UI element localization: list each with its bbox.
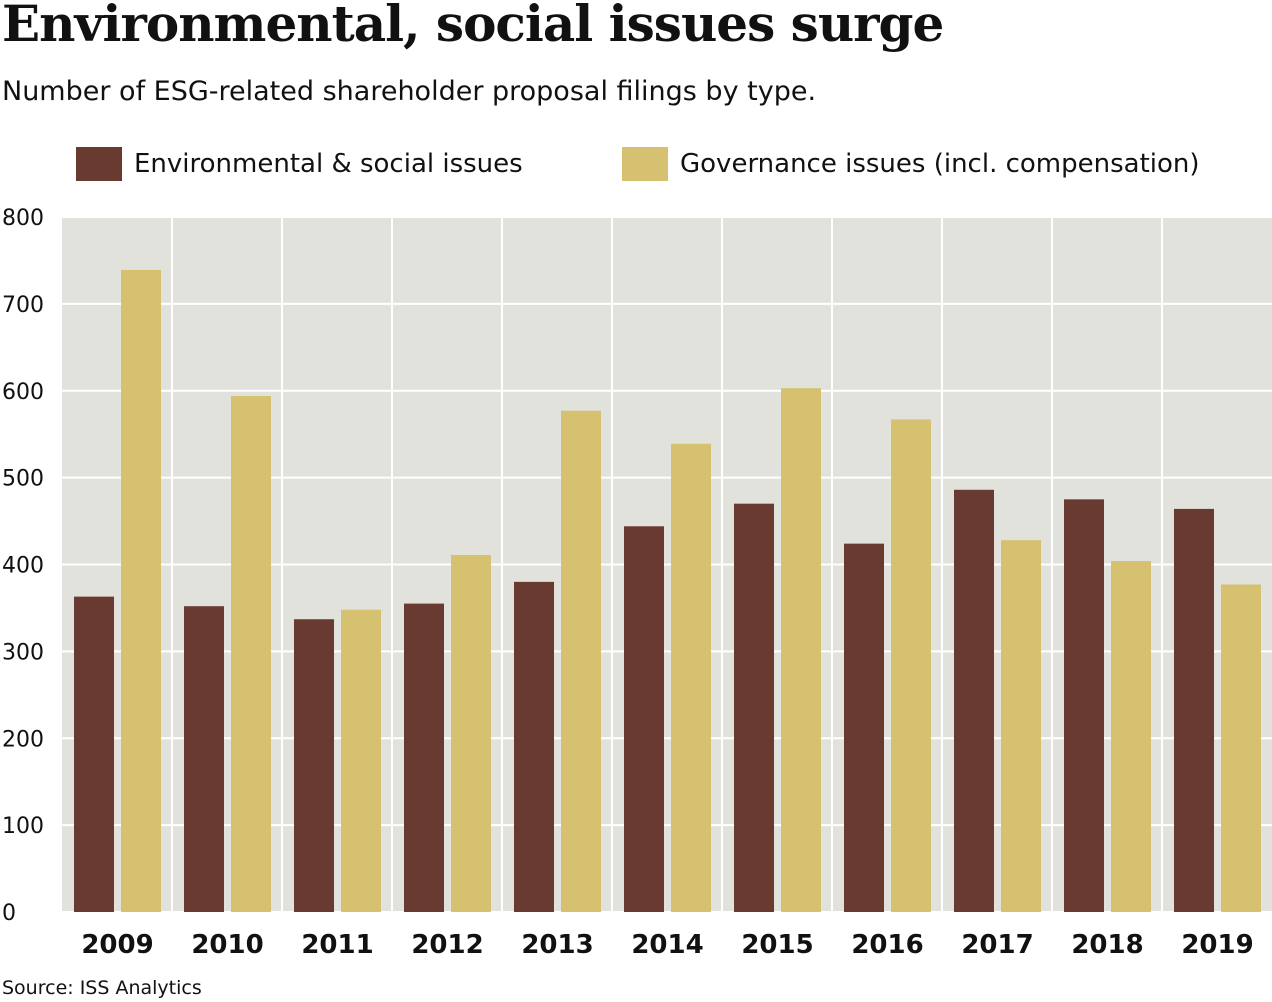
source-note: Source: ISS Analytics <box>2 977 202 999</box>
y-tick-label-600: 600 <box>2 380 44 405</box>
y-tick-label-400: 400 <box>2 554 44 579</box>
bar-governance-2019 <box>1221 584 1261 912</box>
bar-environmental-social-2016 <box>844 543 884 912</box>
bar-governance-2011 <box>341 609 381 912</box>
x-tick-label-2015: 2015 <box>741 930 813 960</box>
y-tick-label-800: 800 <box>2 206 44 231</box>
x-tick-label-2012: 2012 <box>411 930 483 960</box>
x-tick-label-2014: 2014 <box>631 930 703 960</box>
bar-governance-2014 <box>671 443 711 912</box>
bar-governance-2015 <box>781 388 821 912</box>
y-tick-label-100: 100 <box>2 814 44 839</box>
bar-governance-2017 <box>1001 540 1041 912</box>
x-tick-label-2018: 2018 <box>1071 930 1143 960</box>
x-tick-label-2011: 2011 <box>301 930 373 960</box>
x-tick-label-2017: 2017 <box>961 930 1033 960</box>
bar-governance-2010 <box>231 395 271 912</box>
y-tick-label-0: 0 <box>2 901 16 926</box>
x-tick-label-2019: 2019 <box>1181 930 1253 960</box>
y-tick-label-500: 500 <box>2 467 44 492</box>
legend: Environmental & social issues Governance… <box>0 146 1272 182</box>
legend-label-environmental-social: Environmental & social issues <box>134 149 523 179</box>
bar-environmental-social-2015 <box>734 503 774 912</box>
x-tick-label-2013: 2013 <box>521 930 593 960</box>
chart-title: Environmental, social issues surge <box>2 0 944 53</box>
bar-governance-2012 <box>451 554 491 912</box>
legend-item-governance: Governance issues (incl. compensation) <box>622 146 1200 182</box>
bar-environmental-social-2010 <box>184 606 224 912</box>
bar-environmental-social-2017 <box>954 489 994 912</box>
bar-governance-2009 <box>121 269 161 912</box>
bar-environmental-social-2018 <box>1064 499 1104 912</box>
bar-environmental-social-2014 <box>624 526 664 912</box>
bar-environmental-social-2009 <box>74 596 114 912</box>
legend-item-environmental-social: Environmental & social issues <box>76 146 523 182</box>
x-tick-label-2016: 2016 <box>851 930 923 960</box>
bar-environmental-social-2013 <box>514 581 554 912</box>
x-tick-label-2010: 2010 <box>191 930 263 960</box>
y-tick-label-700: 700 <box>2 293 44 318</box>
bar-governance-2013 <box>561 410 601 912</box>
bar-environmental-social-2011 <box>294 619 334 912</box>
bar-environmental-social-2012 <box>404 603 444 912</box>
bar-governance-2016 <box>891 419 931 912</box>
legend-swatch-environmental-social <box>76 147 122 181</box>
bar-governance-2018 <box>1111 561 1151 912</box>
legend-swatch-governance <box>622 147 668 181</box>
y-tick-label-200: 200 <box>2 727 44 752</box>
x-tick-label-2009: 2009 <box>81 930 153 960</box>
y-tick-label-300: 300 <box>2 640 44 665</box>
bar-environmental-social-2019 <box>1174 508 1214 912</box>
legend-label-governance: Governance issues (incl. compensation) <box>680 149 1200 179</box>
chart-subtitle: Number of ESG-related shareholder propos… <box>2 76 817 107</box>
